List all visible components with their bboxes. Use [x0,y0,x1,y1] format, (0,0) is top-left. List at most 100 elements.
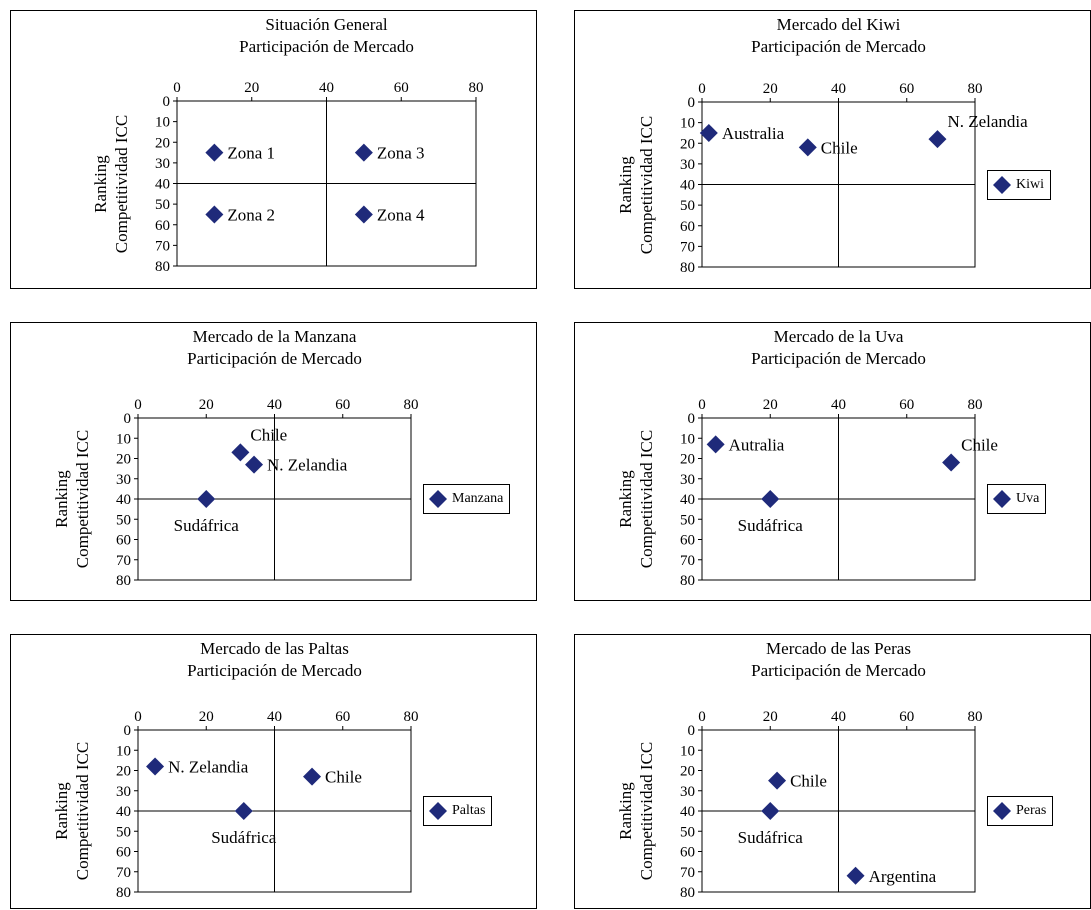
legend-marker-icon [993,802,1011,820]
chart-legend: Peras [987,796,1054,826]
data-point [942,453,961,472]
y-tick-label: 80 [155,259,170,275]
x-tick-label: 60 [335,709,350,725]
y-tick-label: 20 [680,764,695,780]
chart-subtitle: Participación de Mercado [239,37,414,56]
legend-label: Manzana [452,491,504,506]
x-tick-label: 0 [698,81,706,97]
x-tick-label: 60 [394,80,409,96]
x-tick-label: 60 [899,397,914,413]
y-tick-label: 0 [124,411,132,427]
y-tick-label: 50 [680,824,695,840]
chart-subtitle: Participación de Mercado [751,37,926,56]
y-tick-label: 20 [680,452,695,468]
chart-title: Situación General [265,15,388,34]
y-tick-label: 10 [155,115,170,131]
x-tick-label: 60 [899,709,914,725]
y-tick-label: 70 [155,238,170,254]
data-point [197,490,216,508]
x-tick-label: 0 [134,709,142,725]
x-tick-label: 0 [173,80,181,96]
chart-title: Mercado del Kiwi [776,15,901,34]
y-tick-label: 10 [680,743,695,759]
y-tick-label: 30 [680,472,695,488]
y-tick-label: 80 [116,573,131,589]
data-point [761,802,780,820]
legend-marker-icon [429,802,447,820]
data-point [706,435,725,454]
y-tick-label: 0 [688,95,696,111]
legend-marker-icon [993,490,1011,508]
y-tick-label: 0 [163,94,171,110]
x-tick-label: 20 [763,709,778,725]
x-tick-label: 40 [267,397,282,413]
data-point [761,490,780,508]
x-tick-label: 80 [968,81,983,97]
data-point [205,205,224,224]
data-point [928,130,947,149]
data-point [245,455,264,474]
y-tick-label: 60 [116,845,131,861]
chart-subtitle: Participación de Mercado [187,661,362,680]
x-tick-label: 20 [199,709,214,725]
chart-svg: 0 20 40 60 80 0 10 20 30 40 50 60 70 80 Chile N. Zeland… [116,397,419,589]
chart-title: Mercado de las Paltas [200,639,349,658]
y-tick-label: 70 [680,239,695,255]
y-tick-label: 60 [116,533,131,549]
x-tick-label: 0 [698,397,706,413]
y-tick-label: 50 [680,512,695,528]
y-tick-label: 80 [680,573,695,589]
x-tick-label: 20 [244,80,259,96]
y-tick-label: 0 [124,723,132,739]
data-point-label: Sudáfrica [738,828,804,847]
data-point [231,443,250,462]
chart-panel-6: Mercado de las Peras Participación de Mer… [574,634,1091,909]
data-point [354,205,373,224]
chart-subtitle: Participación de Mercado [187,349,362,368]
y-tick-label: 20 [116,452,131,468]
data-point-label: Chile [821,138,858,157]
x-tick-label: 0 [698,709,706,725]
y-tick-label: 60 [680,845,695,861]
chart-svg: 0 20 40 60 80 0 10 20 30 40 50 60 70 80 Australia Chile… [680,81,1028,276]
x-tick-label: 80 [968,397,983,413]
legend-label: Uva [1016,491,1040,506]
chart-legend: Manzana [423,484,511,514]
data-point-label: N. Zelandia [947,112,1028,131]
data-point-label: Chile [325,768,362,787]
chart-legend: Paltas [423,796,493,826]
data-point [699,123,718,142]
x-tick-label: 40 [831,397,846,413]
y-tick-label: 80 [680,260,695,276]
y-tick-label: 50 [116,824,131,840]
x-tick-label: 80 [968,709,983,725]
data-point-label: Chile [961,436,998,455]
y-tick-label: 20 [680,136,695,152]
data-point [303,767,322,786]
y-tick-label: 10 [116,431,131,447]
y-tick-label: 60 [680,533,695,549]
chart-svg: 0 20 40 60 80 0 10 20 30 40 50 60 70 80 Autralia Chile S… [680,397,998,589]
chart-title: Mercado de las Peras [766,639,911,658]
chart-legend: Uva [987,484,1047,514]
y-tick-label: 80 [116,885,131,901]
y-tick-label: 30 [116,784,131,800]
data-point [354,143,373,162]
x-tick-label: 80 [404,397,419,413]
y-tick-label: 80 [680,885,695,901]
legend-marker-icon [993,175,1011,194]
data-point-label: Chile [250,425,287,444]
y-tick-label: 20 [155,135,170,151]
y-tick-label: 50 [155,197,170,213]
chart-panel-4: Mercado de la Uva Participación de Mercad… [574,322,1091,601]
data-point-label: Zona 4 [377,205,425,224]
y-tick-label: 0 [688,411,696,427]
data-point-label: Sudáfrica [174,516,240,535]
y-tick-label: 50 [680,198,695,214]
y-tick-label: 10 [680,116,695,132]
y-tick-label: 70 [680,553,695,569]
y-tick-label: 70 [116,865,131,881]
data-point-label: Zona 1 [227,144,275,163]
y-tick-label: 50 [116,512,131,528]
y-tick-label: 30 [155,156,170,172]
